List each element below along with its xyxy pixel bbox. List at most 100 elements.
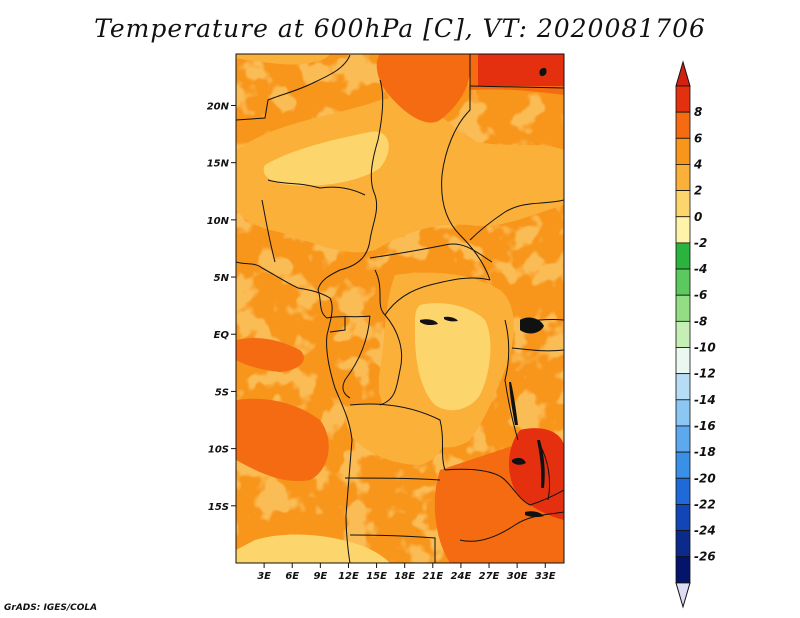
border-car-north bbox=[369, 243, 493, 263]
lon-tick-label: 15E bbox=[366, 571, 387, 582]
lat-tick-label: 5N bbox=[214, 273, 230, 284]
colorbar-swatch bbox=[675, 137, 691, 165]
border-northwest bbox=[236, 54, 351, 121]
colorbar-swatch bbox=[675, 503, 691, 531]
border-zimbabwe bbox=[459, 511, 564, 542]
lon-tick-label: 12E bbox=[338, 571, 359, 582]
border-south-sudan bbox=[469, 199, 564, 241]
lat-tick-label: 15N bbox=[207, 159, 230, 170]
lat-tick-label: 10N bbox=[207, 216, 230, 227]
lon-tick-label: 21E bbox=[422, 571, 443, 582]
map-frame bbox=[235, 53, 565, 564]
boundary-lines bbox=[236, 54, 564, 563]
lon-tick-label: 27E bbox=[479, 571, 500, 582]
lake-malawi bbox=[537, 440, 545, 488]
field-hot-northeast bbox=[478, 54, 564, 86]
colorbar-swatch bbox=[675, 556, 691, 584]
colorbar-label: -4 bbox=[694, 262, 707, 276]
lat-tick-label: EQ bbox=[214, 330, 230, 341]
colorbar-swatch bbox=[675, 530, 691, 558]
colorbar-label: -22 bbox=[694, 497, 716, 511]
colorbar-label: -20 bbox=[694, 471, 716, 485]
field-warm-north bbox=[376, 54, 470, 123]
map-title: Temperature at 600hPa [C], VT: 202008170… bbox=[94, 14, 706, 43]
lake-tanganyika bbox=[509, 382, 518, 425]
border-egypt-sudan bbox=[469, 85, 564, 89]
lon-tick-label: 3E bbox=[257, 571, 271, 582]
colorbar-label: -18 bbox=[694, 445, 716, 459]
lake-bangweulu bbox=[512, 457, 526, 465]
field-cool-southwest bbox=[236, 534, 390, 563]
colorbar-swatch bbox=[675, 320, 691, 348]
colorbar-swatch bbox=[675, 399, 691, 427]
colorbar-swatch bbox=[675, 477, 691, 505]
lakes bbox=[420, 67, 547, 518]
lon-tick-label: 24E bbox=[451, 571, 472, 582]
colorbar-label: -2 bbox=[694, 236, 707, 250]
grads-credit: GrADS: IGES/COLA bbox=[4, 603, 98, 613]
field-cool-topleft bbox=[236, 54, 330, 65]
lake-congo-2 bbox=[444, 316, 458, 322]
colorbar-swatch bbox=[675, 451, 691, 479]
border-namibia bbox=[349, 534, 436, 563]
border-angola-drc bbox=[349, 403, 446, 471]
lon-tick-label: 18E bbox=[394, 571, 415, 582]
border-congo-drc bbox=[379, 314, 403, 406]
border-congo-gabon bbox=[342, 315, 371, 399]
temperature-field bbox=[236, 54, 564, 563]
colorbar-label: -12 bbox=[694, 367, 716, 381]
lake-victoria bbox=[520, 317, 544, 334]
border-niger-nigeria bbox=[267, 179, 366, 196]
colorbar-swatch bbox=[675, 373, 691, 401]
lon-tick-label: 9E bbox=[313, 571, 327, 582]
lat-tick-label: 15S bbox=[208, 502, 229, 513]
colorbar-swatch bbox=[675, 347, 691, 375]
border-car-south bbox=[374, 269, 491, 316]
colorbar-swatch bbox=[675, 268, 691, 296]
lat-tick-label: 20N bbox=[207, 101, 230, 112]
colorbar-label: -14 bbox=[694, 393, 716, 407]
field-cool-angola bbox=[345, 403, 444, 465]
colorbar-bottom-arrow bbox=[675, 582, 691, 609]
atlantic-coastline bbox=[236, 261, 353, 563]
colorbar-label: -26 bbox=[694, 550, 716, 564]
field-cool-patch-north bbox=[263, 131, 389, 186]
field-warm-atlantic bbox=[236, 398, 329, 481]
lake-kariba bbox=[525, 511, 544, 518]
border-chad-nigeria bbox=[317, 79, 384, 291]
colorbar-swatch bbox=[675, 294, 691, 322]
colorbar-swatch bbox=[675, 242, 691, 270]
field-warm-gulf bbox=[236, 338, 304, 372]
colorbar-top-arrow bbox=[675, 60, 691, 87]
lat-tick-label: 10S bbox=[208, 445, 229, 456]
lake-congo-1 bbox=[420, 319, 438, 326]
colorbar-swatch bbox=[675, 164, 691, 191]
colorbar-swatch bbox=[675, 425, 691, 453]
latitude-axis: 20N 15N 10N 5N EQ 5S 10S 15S bbox=[207, 101, 236, 513]
colorbar-label: 8 bbox=[694, 105, 702, 119]
border-tanzania-north bbox=[511, 347, 564, 352]
colorbar-label: 2 bbox=[694, 184, 702, 198]
border-eq-guinea bbox=[329, 316, 346, 333]
colorbar-label: -8 bbox=[694, 314, 707, 328]
lon-tick-label: 6E bbox=[285, 571, 299, 582]
colorbar-label: 4 bbox=[693, 157, 702, 171]
colorbar-swatch bbox=[675, 216, 691, 244]
border-drc-east bbox=[504, 319, 519, 441]
lat-tick-label: 5S bbox=[215, 387, 229, 398]
field-band-sahel bbox=[236, 98, 564, 253]
colorbar-swatch bbox=[675, 190, 691, 218]
colorbar-label: -10 bbox=[694, 341, 716, 355]
colorbar-swatch bbox=[675, 111, 691, 139]
colorbar-swatch bbox=[675, 85, 691, 113]
colorbar-label: -6 bbox=[694, 288, 707, 302]
colorbar-label: 0 bbox=[694, 210, 702, 224]
border-cameroon-south bbox=[317, 289, 371, 319]
longitude-axis: 3E 6E 9E 12E 15E 18E 21E 24E 27E 30E 33E bbox=[257, 563, 556, 582]
field-cool-patch-congo bbox=[414, 303, 491, 411]
colorbar-label: -24 bbox=[694, 524, 716, 538]
colorbar: 8 6 4 2 0 -2 -4 -6 -8 -10 -12 -14 -16 -18 -20 -22 -24 -26 bbox=[675, 60, 716, 609]
border-angola-south bbox=[344, 477, 441, 481]
colorbar-label: 6 bbox=[694, 131, 702, 145]
